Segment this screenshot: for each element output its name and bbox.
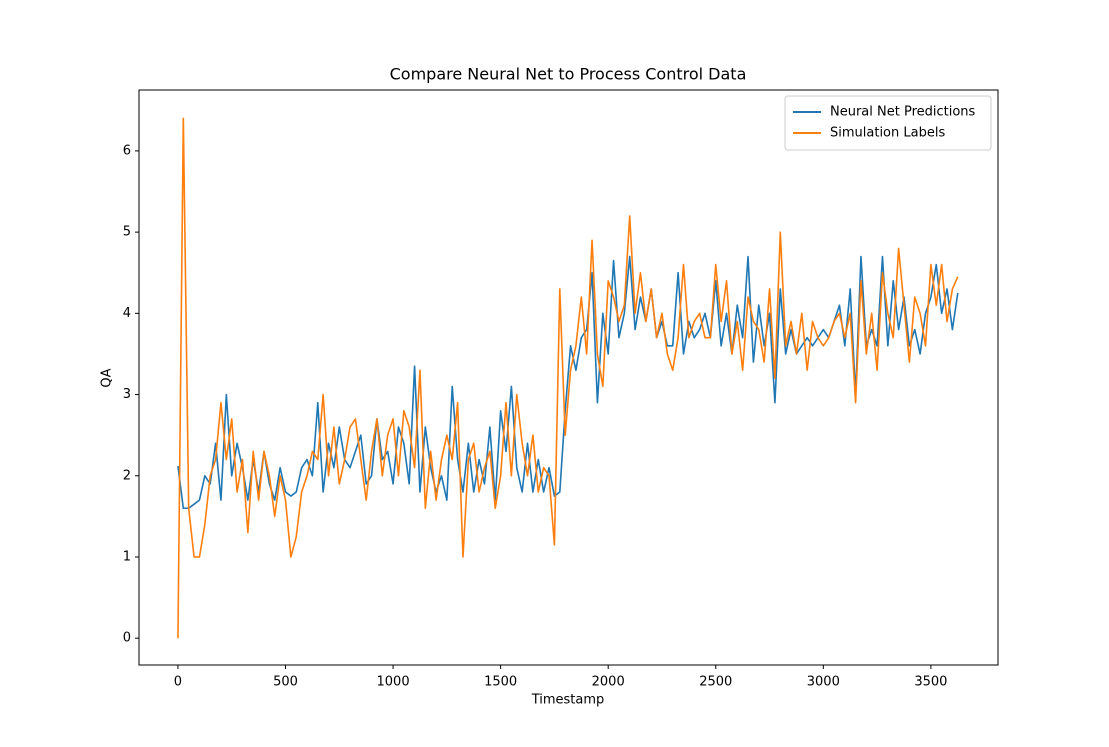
x-tick-label: 3000: [807, 675, 840, 690]
x-tick-label: 1500: [484, 675, 517, 690]
legend-label: Simulation Labels: [830, 126, 945, 141]
y-axis-label: QA: [100, 368, 115, 387]
legend-label: Neural Net Predictions: [830, 105, 976, 120]
y-tick-label: 5: [123, 225, 131, 240]
plot-frame: [138, 89, 999, 666]
y-tick-label: 2: [123, 468, 131, 483]
x-tick-label: 3500: [914, 675, 947, 690]
data-line: [177, 255, 959, 510]
legend-box: [784, 95, 992, 151]
data-line: [177, 117, 959, 639]
y-tick-label: 4: [123, 306, 131, 321]
x-tick-label: 2000: [592, 675, 625, 690]
x-tick-label: 1000: [377, 675, 410, 690]
y-tick-label: 1: [123, 549, 131, 564]
x-axis-label: Timestamp: [531, 693, 605, 708]
y-tick-label: 6: [123, 143, 131, 158]
chart-title: Compare Neural Net to Process Control Da…: [390, 65, 747, 84]
x-tick-label: 2500: [699, 675, 732, 690]
x-tick-label: 500: [273, 675, 298, 690]
x-tick-label: 0: [174, 675, 182, 690]
y-tick-label: 0: [123, 631, 131, 646]
y-tick-label: 3: [123, 387, 131, 402]
